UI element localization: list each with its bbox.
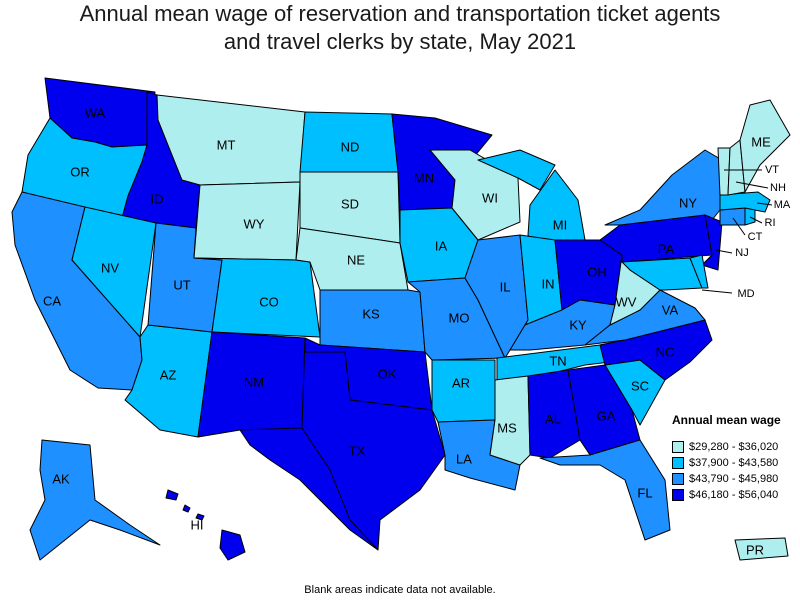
state-label-ct: CT	[748, 231, 763, 243]
state-label-nv: NV	[101, 261, 119, 276]
state-label-wv: WV	[616, 295, 637, 310]
map-title: Annual mean wage of reservation and tran…	[0, 0, 800, 56]
state-label-nj: NJ	[735, 247, 748, 259]
state-ct	[719, 207, 746, 226]
state-label-me: ME	[751, 135, 771, 150]
state-ar	[431, 359, 496, 423]
state-label-nm: NM	[244, 375, 264, 390]
legend-label: $43,790 - $45,980	[689, 473, 779, 485]
state-hi	[165, 489, 246, 561]
footnote: Blank areas indicate data not available.	[304, 584, 496, 596]
map-title-line1: Annual mean wage of reservation and tran…	[79, 1, 721, 26]
state-label-id: ID	[151, 192, 164, 207]
state-label-ne: NE	[347, 253, 365, 268]
state-label-mi: MI	[553, 218, 567, 233]
state-label-ak: AK	[52, 472, 70, 487]
state-label-nd: ND	[341, 140, 360, 155]
legend-swatch	[672, 489, 684, 501]
state-label-pa: PA	[658, 242, 675, 257]
state-label-wy: WY	[244, 217, 265, 232]
state-label-ny: NY	[679, 196, 697, 211]
state-label-oh: OH	[587, 265, 607, 280]
state-ma	[719, 191, 771, 213]
state-label-tn: TN	[549, 354, 566, 369]
label-leader-lines	[701, 169, 773, 294]
state-label-ok: OK	[378, 367, 397, 382]
state-me	[739, 99, 791, 193]
state-label-sd: SD	[341, 197, 359, 212]
state-tx	[239, 337, 446, 551]
leader-line-md	[701, 289, 733, 294]
state-al	[527, 369, 581, 459]
leader-line-ma	[756, 202, 773, 206]
state-label-va: VA	[662, 303, 679, 318]
state-labels: WA OR CA ID NV AZ UT MT WY CO NM ND SD NE KS OK TX MN IA MO…	[43, 106, 791, 558]
state-ri	[744, 207, 756, 226]
state-label-md: MD	[737, 288, 754, 300]
leader-line-nj	[715, 249, 733, 254]
state-label-vt: VT	[765, 164, 779, 176]
state-label-ga: GA	[597, 409, 616, 424]
state-label-mt: MT	[217, 138, 236, 153]
state-wi	[429, 149, 521, 241]
state-label-la: LA	[456, 452, 472, 467]
state-label-or: OR	[70, 165, 90, 180]
legend: Annual mean wage $29,280 - $36,020 $37,9…	[672, 413, 800, 503]
state-label-in: IN	[542, 277, 555, 292]
state-label-nh: NH	[770, 182, 786, 194]
legend-label: $29,280 - $36,020	[689, 441, 779, 453]
state-label-il: IL	[500, 280, 511, 295]
legend-title: Annual mean wage	[672, 413, 781, 427]
state-label-hi: HI	[191, 518, 204, 533]
state-label-mo: MO	[449, 311, 470, 326]
state-de	[689, 254, 709, 289]
state-label-ma: MA	[774, 199, 791, 211]
legend-swatch	[672, 441, 684, 453]
state-label-tx: TX	[349, 444, 366, 459]
state-label-pr: PR	[746, 543, 764, 558]
state-label-wa: WA	[85, 106, 106, 121]
legend-label: $37,900 - $43,580	[689, 457, 779, 469]
state-label-mn: MN	[414, 171, 434, 186]
state-label-ri: RI	[765, 217, 776, 229]
state-label-ca: CA	[43, 294, 61, 309]
state-label-co: CO	[259, 295, 279, 310]
state-shapes	[11, 77, 791, 561]
state-label-sc: SC	[631, 379, 649, 394]
state-nj	[701, 214, 723, 271]
state-label-ia: IA	[435, 239, 448, 254]
state-label-ar: AR	[452, 376, 470, 391]
legend-label: $46,180 - $56,040	[689, 489, 779, 501]
state-label-wi: WI	[482, 191, 498, 206]
leader-line-ct	[732, 217, 746, 236]
state-ny	[604, 149, 723, 226]
state-label-ut: UT	[173, 278, 190, 293]
state-label-ky: KY	[569, 318, 587, 333]
leader-line-nh	[735, 181, 769, 189]
legend-swatch	[672, 473, 684, 485]
state-label-ks: KS	[362, 307, 380, 322]
legend-swatch	[672, 457, 684, 469]
state-label-nc: NC	[656, 345, 675, 360]
state-label-ms: MS	[497, 421, 517, 436]
legend-row: $37,900 - $43,580	[672, 455, 800, 471]
state-fl	[539, 439, 671, 541]
state-label-az: AZ	[160, 368, 177, 383]
state-label-fl: FL	[637, 486, 652, 501]
state-label-al: AL	[545, 412, 561, 427]
leader-line-ri	[749, 216, 763, 224]
state-ak	[29, 439, 161, 561]
legend-row: $46,180 - $56,040	[672, 487, 800, 503]
legend-row: $29,280 - $36,020	[672, 439, 800, 455]
map-title-line2: and travel clerks by state, May 2021	[223, 29, 577, 54]
legend-row: $43,790 - $45,980	[672, 471, 800, 487]
state-pr	[734, 537, 789, 561]
